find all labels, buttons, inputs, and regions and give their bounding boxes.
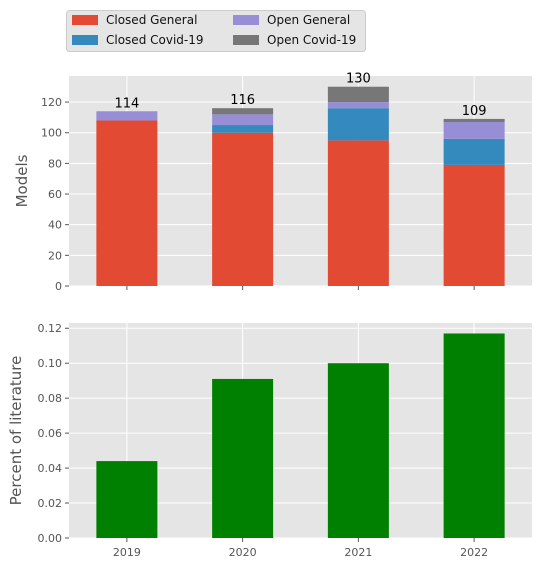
y-tick-label: 0.08: [38, 392, 63, 405]
bar-closed-general-2021: [327, 140, 389, 286]
bar-open-general-2019: [96, 111, 158, 121]
bar-closed-general-2020: [212, 132, 274, 286]
models-chart: 0 20 40 60 80 100 120 114 116 130 109 Models: [13, 72, 532, 293]
legend-swatch: [233, 35, 259, 45]
bar-open-covid-19-2021: [327, 86, 389, 103]
total-label-2022: 109: [462, 104, 487, 119]
total-label-2020: 116: [230, 93, 255, 108]
y-tick-label: 80: [48, 157, 62, 170]
legend: Closed General Closed Covid-19 Open Genera…: [66, 10, 366, 52]
bar-open-covid-19-2020: [212, 108, 274, 115]
legend-label: Closed Covid-19: [106, 33, 204, 47]
legend-swatch: [233, 15, 259, 25]
x-tick-label: 2021: [344, 546, 372, 559]
y-tick-label: 0: [55, 280, 62, 293]
legend-swatch: [72, 35, 98, 45]
bar-closed-covid-19-2020: [212, 125, 274, 133]
bar-percent-2021: [327, 363, 389, 538]
y-tick-label: 40: [48, 219, 62, 232]
bar-open-general-2021: [327, 102, 389, 109]
legend-box: [66, 10, 366, 52]
bar-percent-2020: [212, 378, 274, 538]
legend-label: Open Covid-19: [267, 33, 356, 47]
x-tick-label: 2022: [460, 546, 488, 559]
y-tick-label: 0.12: [38, 322, 63, 335]
bar-closed-covid-19-2022: [443, 138, 505, 165]
legend-label: Closed General: [106, 13, 197, 27]
literature-percent-chart: 0.00 0.02 0.04 0.06 0.08 0.10 0.12 2019 2020 2021…: [7, 322, 532, 559]
y-axis-label: Percent of literature: [7, 356, 25, 506]
y-axis-label: Models: [13, 154, 31, 207]
y-tick-label: 60: [48, 188, 62, 201]
y-tick-label: 0.04: [38, 462, 63, 475]
bar-open-covid-19-2022: [443, 118, 505, 122]
total-label-2019: 114: [114, 96, 139, 111]
x-tick-label: 2020: [229, 546, 257, 559]
bar-open-general-2022: [443, 121, 505, 139]
y-tick-label: 120: [41, 96, 62, 109]
y-tick-label: 0.02: [38, 497, 63, 510]
y-tick-label: 0.06: [38, 427, 63, 440]
bar-open-general-2020: [212, 114, 274, 126]
bar-percent-2019: [96, 461, 158, 538]
legend-label: Open General: [267, 13, 350, 27]
bar-closed-general-2022: [443, 164, 505, 286]
legend-swatch: [72, 15, 98, 25]
bar-closed-general-2019: [96, 120, 158, 287]
y-tick-label: 0.10: [38, 357, 63, 370]
y-tick-label: 20: [48, 249, 62, 262]
y-tick-label: 100: [41, 127, 62, 140]
total-label-2021: 130: [346, 72, 371, 87]
y-tick-label: 0.00: [38, 532, 63, 545]
bar-percent-2022: [443, 333, 505, 538]
x-tick-label: 2019: [113, 546, 141, 559]
bar-closed-covid-19-2021: [327, 108, 389, 141]
